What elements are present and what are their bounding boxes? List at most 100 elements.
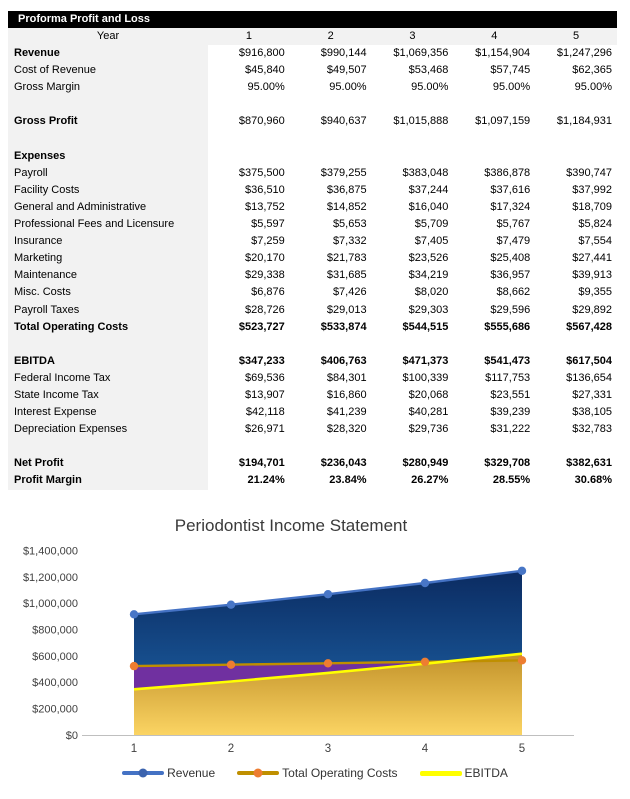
row-value: $7,405 [371,233,454,251]
row-value: $990,144 [289,45,372,63]
y-tick-label: $800,000 [32,624,78,636]
ebitda-line [133,652,523,691]
row-value: $5,767 [453,216,536,234]
table-row: General and Administrative $13,752 $14,8… [8,198,617,217]
row-value [289,438,372,456]
row-value: 95.00% [289,79,372,97]
row-label: Professional Fees and Licensure [8,216,208,234]
row-value: $45,840 [208,62,290,80]
table-row: Payroll $375,500 $379,255 $383,048 $386,… [8,164,617,182]
table-row: Facility Costs $36,510 $36,875 $37,244 $… [8,181,617,199]
row-value [535,147,617,165]
row-value [289,335,372,353]
revenue-marker [517,566,527,575]
row-value: $32,783 [535,421,617,439]
row-value: $36,510 [208,181,290,199]
row-value [208,335,290,353]
row-value: $1,247,296 [535,45,617,63]
table-row: Expenses [8,147,617,165]
row-value: $7,259 [208,233,290,251]
row-value: $7,332 [289,233,372,251]
legend-line-swatch [419,770,462,776]
row-value: 26.27% [371,472,454,490]
x-tick-label: 1 [131,743,137,755]
row-value: $34,219 [371,267,454,285]
row-value: $194,701 [208,455,290,473]
row-value: $1,069,356 [371,45,454,63]
row-label: Misc. Costs [8,284,208,302]
year-column-header: 2 [289,28,372,46]
table-row: Maintenance $29,338 $31,685 $34,219 $36,… [8,267,617,285]
x-tick-label: 2 [228,743,234,755]
row-value: $6,876 [208,284,290,302]
row-label: Interest Expense [8,404,208,422]
table-row: Payroll Taxes $28,726 $29,013 $29,303 $2… [8,301,617,319]
year-column-header: 4 [453,28,536,46]
row-label: Depreciation Expenses [8,421,208,439]
total-operating-costs-marker [129,661,139,671]
row-value [371,438,454,456]
revenue-marker [226,600,236,609]
row-label: General and Administrative [8,198,208,217]
year-column-header: 3 [371,28,454,46]
row-value: $69,536 [208,369,290,387]
row-value: $7,479 [453,233,536,251]
legend-marker-dot [138,768,148,778]
row-value: $523,727 [208,318,290,336]
pl-rows: Revenue $916,800 $990,144 $1,069,356 $1,… [8,45,617,490]
row-label [8,130,208,148]
row-value: 95.00% [208,79,290,97]
table-row: EBITDA $347,233 $406,763 $471,373 $541,4… [8,352,617,370]
row-value: $471,373 [371,352,454,370]
row-value: $37,992 [535,181,617,199]
row-value: $236,043 [289,455,372,473]
legend-label: Total Operating Costs [282,766,398,780]
legend-marker-dot [253,768,263,778]
table-row: Professional Fees and Licensure $5,597 $… [8,216,617,234]
row-value: $20,170 [208,250,290,268]
y-tick-label: $1,200,000 [23,572,78,584]
row-value: $26,971 [208,421,290,439]
row-label: Facility Costs [8,181,208,199]
table-row: Revenue $916,800 $990,144 $1,069,356 $1,… [8,45,617,63]
row-value: $1,097,159 [453,113,536,131]
x-tick-label: 5 [519,743,525,755]
row-value: 95.00% [535,79,617,97]
x-axis-labels: 1 2 3 4 5 [131,743,525,755]
total-operating-costs-marker [323,659,333,668]
pl-grid: Year 1 2 3 4 5 Revenue $916,800 $990,144… [8,28,617,490]
x-tick-label: 3 [325,743,331,755]
row-value: $21,783 [289,250,372,268]
row-value: 30.68% [535,472,617,490]
y-axis-labels: $1,400,000 $1,200,000 $1,000,000 $800,000 $6… [23,546,78,742]
row-value: $25,408 [453,250,536,268]
row-value: $1,154,904 [453,45,536,63]
row-value: $40,281 [371,404,454,422]
row-value: $17,324 [453,198,536,217]
row-value: $36,875 [289,181,372,199]
row-label: Federal Income Tax [8,369,208,387]
row-value: $18,709 [535,198,617,217]
table-row [8,130,617,148]
row-value: $555,686 [453,318,536,336]
row-label: Cost of Revenue [8,62,208,80]
row-value: $280,949 [371,455,454,473]
row-value: $23,551 [453,386,536,405]
table-row: Gross Margin 95.00% 95.00% 95.00% 95.00%… [8,79,617,97]
row-value: $62,365 [535,62,617,80]
row-value: $5,653 [289,216,372,234]
row-value: $5,824 [535,216,617,234]
row-value [289,147,372,165]
row-value: $29,303 [371,301,454,319]
table-row: Interest Expense $42,118 $41,239 $40,281… [8,404,617,422]
row-value: $379,255 [289,164,372,182]
table-row: Net Profit $194,701 $236,043 $280,949 $3… [8,455,617,473]
row-value [535,96,617,114]
y-tick-label: $1,000,000 [23,598,78,610]
row-value [535,335,617,353]
profit-and-loss-table: Proforma Profit and Loss Year 1 2 3 4 5 … [8,11,617,490]
row-value: $29,596 [453,301,536,319]
row-value: 28.55% [453,472,536,490]
table-row: Gross Profit $870,960 $940,637 $1,015,88… [8,113,617,131]
row-value [453,335,536,353]
